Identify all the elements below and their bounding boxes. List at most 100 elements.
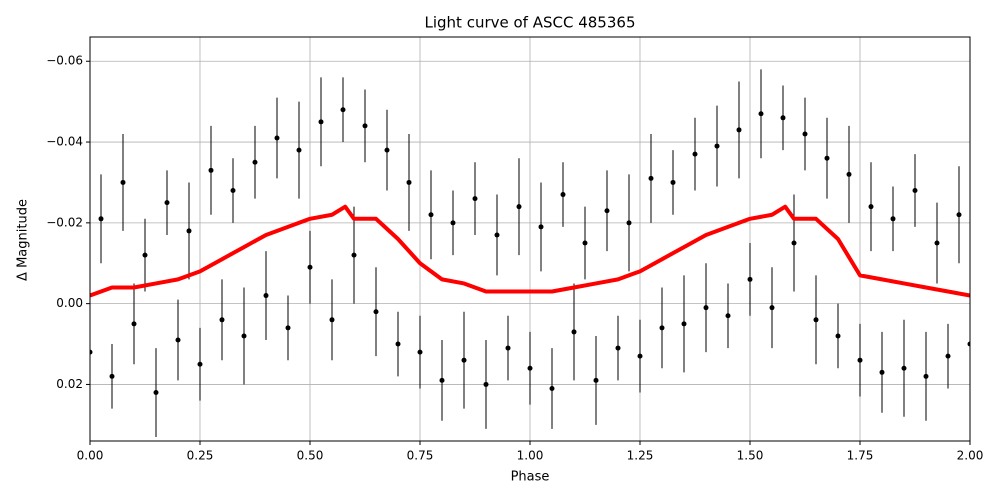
data-point	[813, 317, 819, 323]
chart-title: Light curve of ASCC 485365	[425, 14, 636, 32]
data-point	[868, 204, 874, 210]
data-point	[890, 216, 896, 222]
data-point	[384, 147, 390, 153]
data-point	[659, 325, 665, 331]
data-point	[725, 313, 731, 319]
data-point	[637, 353, 643, 359]
data-point	[461, 357, 467, 363]
data-point	[494, 232, 500, 238]
x-tick-label: 0.50	[297, 449, 324, 463]
data-point	[417, 349, 423, 355]
x-axis-label: Phase	[511, 470, 550, 485]
data-point	[582, 240, 588, 246]
y-tick-label: 0.00	[56, 296, 83, 310]
data-point	[802, 131, 808, 137]
x-tick-label: 2.00	[957, 449, 984, 463]
data-point	[395, 341, 401, 347]
data-point	[219, 317, 225, 323]
x-tick-label: 0.00	[77, 449, 104, 463]
x-tick-label: 0.25	[187, 449, 214, 463]
data-point	[252, 159, 258, 165]
data-point	[571, 329, 577, 335]
data-point	[615, 345, 621, 351]
data-point	[131, 321, 137, 327]
data-point	[780, 115, 786, 121]
data-point	[956, 212, 962, 218]
data-point	[901, 365, 907, 371]
data-point	[186, 228, 192, 234]
data-point	[923, 373, 929, 379]
data-point	[670, 179, 676, 185]
data-point	[593, 377, 599, 383]
data-point	[439, 377, 445, 383]
x-tick-label: 1.25	[627, 449, 654, 463]
data-point	[307, 264, 313, 270]
data-point	[120, 179, 126, 185]
x-tick-label: 1.50	[737, 449, 764, 463]
data-point	[758, 111, 764, 117]
y-tick-label: −0.06	[46, 54, 83, 68]
marks	[90, 69, 970, 437]
data-point	[769, 305, 775, 311]
data-point	[472, 196, 478, 202]
data-point	[230, 188, 236, 194]
data-point	[692, 151, 698, 157]
data-point	[527, 365, 533, 371]
data-point	[362, 123, 368, 129]
data-point	[318, 119, 324, 125]
data-point	[791, 240, 797, 246]
data-point	[747, 276, 753, 282]
x-tick-label: 1.00	[517, 449, 544, 463]
data-point	[879, 369, 885, 375]
data-point	[351, 252, 357, 258]
y-tick-label: −0.02	[46, 215, 83, 229]
data-point	[296, 147, 302, 153]
data-point	[373, 309, 379, 315]
data-point	[175, 337, 181, 343]
data-point	[945, 353, 951, 359]
data-point	[912, 188, 918, 194]
data-point	[98, 216, 104, 222]
data-point	[681, 321, 687, 327]
data-point	[483, 381, 489, 387]
y-tick-label: 0.02	[56, 377, 83, 391]
data-point	[835, 333, 841, 339]
data-point	[208, 167, 214, 173]
data-point	[329, 317, 335, 323]
data-point	[846, 171, 852, 177]
data-point	[714, 143, 720, 149]
data-point	[560, 192, 566, 198]
data-point	[274, 135, 280, 141]
data-point	[934, 240, 940, 246]
data-point	[406, 179, 412, 185]
data-point	[263, 293, 269, 299]
data-point	[626, 220, 632, 226]
data-point	[428, 212, 434, 218]
trend-line	[90, 204, 970, 298]
data-point	[340, 107, 346, 113]
data-point	[824, 155, 830, 161]
data-point	[516, 204, 522, 210]
data-point	[857, 357, 863, 363]
data-point	[109, 373, 115, 379]
data-point	[450, 220, 456, 226]
data-point	[505, 345, 511, 351]
data-point	[604, 208, 610, 214]
plot-area	[89, 37, 971, 441]
data-point	[164, 200, 170, 206]
x-tick-label: 0.75	[407, 449, 434, 463]
data-point	[153, 390, 159, 396]
data-point	[538, 224, 544, 230]
data-point	[703, 305, 709, 311]
data-point	[285, 325, 291, 331]
data-point	[967, 341, 970, 347]
data-point	[549, 385, 555, 391]
y-axis-label: Δ Magnitude	[16, 199, 31, 281]
data-point	[736, 127, 742, 133]
y-tick-label: −0.04	[46, 135, 83, 149]
x-tick-label: 1.75	[847, 449, 874, 463]
data-point	[241, 333, 247, 339]
data-point	[197, 361, 203, 367]
